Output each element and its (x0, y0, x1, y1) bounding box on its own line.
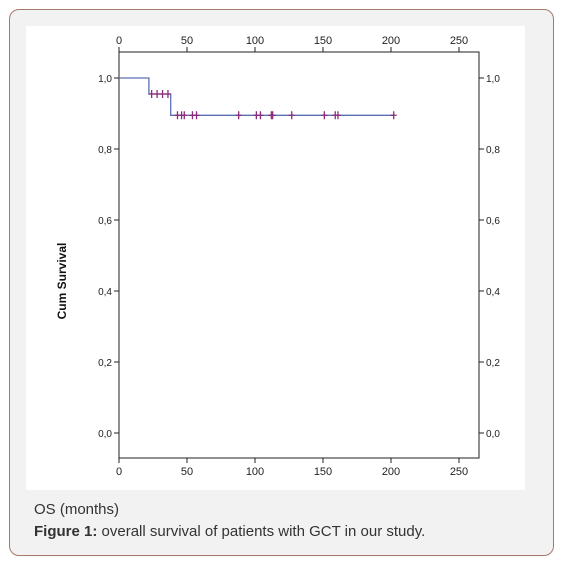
x-tick-label-bottom-4: 200 (382, 466, 400, 478)
y-tick-label-right-5: 1,0 (486, 74, 500, 85)
censor-mark-8 (194, 111, 200, 119)
caption-label: Figure 1: (34, 523, 97, 540)
x-tick-label-top-0: 0 (116, 35, 122, 47)
plot-frame (119, 52, 479, 458)
y-tick-label-right-0: 0,0 (486, 429, 500, 440)
y-tick-label-left-0: 0,0 (98, 429, 112, 440)
x-tick-label-bottom-5: 250 (450, 466, 468, 478)
x-tick-label-bottom-1: 50 (181, 466, 193, 478)
axes: 0 0 50 50 100 100 150 150 200 200 250 250 0,0 0,0 0,2 0… (98, 35, 500, 478)
x-tick-label-top-2: 100 (246, 35, 264, 47)
series-group (119, 78, 397, 119)
survival-step-line (119, 78, 394, 115)
y-tick-label-left-5: 1,0 (98, 74, 112, 85)
censor-mark-1 (154, 90, 160, 98)
x-tick-label-bottom-2: 100 (246, 466, 264, 478)
caption-text: overall survival of patients with GCT in… (97, 523, 425, 540)
x-tick-label-top-4: 200 (382, 35, 400, 47)
censor-mark-9 (236, 111, 242, 119)
x-tick-label-bottom-0: 0 (116, 466, 122, 478)
y-axis-label: Cum Survival (55, 243, 69, 320)
figure-caption: OS (months) Figure 1: overall survival o… (34, 499, 534, 543)
censor-mark-18 (391, 111, 397, 119)
censor-mark-13 (270, 111, 276, 119)
x-tick-label-top-3: 150 (314, 35, 332, 47)
x-tick-label-top-5: 250 (450, 35, 468, 47)
censor-mark-11 (257, 111, 263, 119)
plot-area: 0 0 50 50 100 100 150 150 200 200 250 250 0,0 0,0 0,2 0… (26, 26, 525, 490)
y-tick-label-right-1: 0,2 (486, 358, 500, 369)
censor-mark-2 (160, 90, 166, 98)
censor-mark-15 (321, 111, 327, 119)
y-tick-label-left-1: 0,2 (98, 358, 112, 369)
censor-mark-14 (289, 111, 295, 119)
survival-chart: 0 0 50 50 100 100 150 150 200 200 250 250 0,0 0,0 0,2 0… (26, 26, 525, 490)
y-tick-label-right-3: 0,6 (486, 216, 500, 227)
y-tick-label-left-2: 0,4 (98, 287, 112, 298)
y-tick-label-left-4: 0,8 (98, 145, 112, 156)
caption-line: Figure 1: overall survival of patients w… (34, 521, 534, 543)
y-tick-label-right-4: 0,8 (486, 145, 500, 156)
y-tick-label-left-3: 0,6 (98, 216, 112, 227)
y-tick-label-right-2: 0,4 (486, 287, 500, 298)
x-axis-label: OS (months) (34, 499, 534, 521)
x-tick-label-bottom-3: 150 (314, 466, 332, 478)
x-tick-label-top-1: 50 (181, 35, 193, 47)
